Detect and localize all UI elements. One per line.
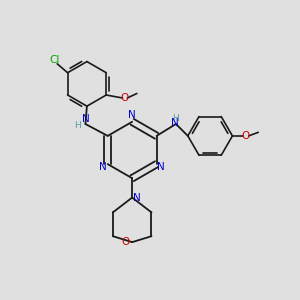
Text: N: N <box>133 193 140 203</box>
Text: N: N <box>99 162 107 172</box>
Text: N: N <box>128 110 136 120</box>
Text: N: N <box>172 118 179 128</box>
Text: N: N <box>157 162 165 172</box>
Text: O: O <box>121 93 129 103</box>
Text: H: H <box>75 121 81 130</box>
Text: H: H <box>172 114 179 123</box>
Text: O: O <box>242 131 250 141</box>
Text: N: N <box>82 114 89 124</box>
Text: Cl: Cl <box>49 55 59 65</box>
Text: O: O <box>122 237 130 248</box>
